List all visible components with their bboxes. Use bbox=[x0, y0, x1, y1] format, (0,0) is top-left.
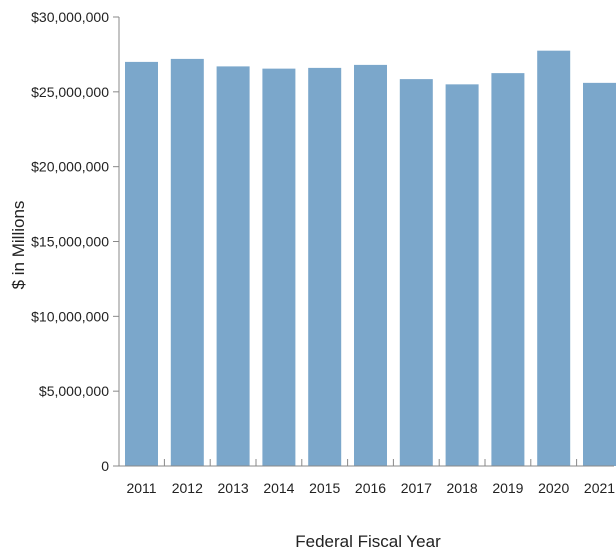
bar-2021 bbox=[583, 82, 616, 466]
bar-2011 bbox=[125, 61, 158, 467]
x-tick-label: 2015 bbox=[309, 480, 340, 496]
bar-2013 bbox=[216, 66, 250, 466]
bar-2018 bbox=[445, 84, 479, 466]
y-tick-label: $30,000,000 bbox=[31, 9, 109, 25]
x-tick-label: 2012 bbox=[172, 480, 203, 496]
y-axis-title: $ in Millions bbox=[9, 201, 28, 290]
y-tick-label: $15,000,000 bbox=[31, 234, 109, 250]
y-tick-label: $25,000,000 bbox=[31, 84, 109, 100]
bar-2019 bbox=[491, 73, 525, 466]
bar-2014 bbox=[262, 68, 296, 466]
x-tick-label: 2014 bbox=[263, 480, 294, 496]
x-tick-label: 2018 bbox=[447, 480, 478, 496]
x-tick-label: 2019 bbox=[492, 480, 523, 496]
x-axis-title: Federal Fiscal Year bbox=[295, 532, 441, 551]
x-tick-label: 2013 bbox=[218, 480, 249, 496]
x-tick-label: 2017 bbox=[401, 480, 432, 496]
x-axis-ticks: 2011 2012 2013 2014 2015 2016 2017 2018 2019 2020… bbox=[126, 459, 615, 496]
bars bbox=[125, 50, 616, 467]
x-tick-label: 2016 bbox=[355, 480, 386, 496]
y-tick-label: 0 bbox=[101, 458, 109, 474]
bar-2015 bbox=[308, 67, 342, 467]
y-tick-label: $10,000,000 bbox=[31, 308, 109, 324]
x-tick-label: 2020 bbox=[538, 480, 569, 496]
bar-2017 bbox=[399, 79, 433, 466]
bar-2012 bbox=[170, 58, 204, 466]
bar-2016 bbox=[354, 64, 387, 466]
bar-2020 bbox=[537, 50, 571, 467]
y-tick-label: $5,000,000 bbox=[39, 383, 109, 399]
y-axis-ticks: 0 $5,000,000 $10,000,000 $15,000,000 $20,000… bbox=[31, 9, 119, 474]
x-tick-label: 2021 bbox=[584, 480, 615, 496]
x-tick-label: 2011 bbox=[126, 480, 156, 496]
y-tick-label: $20,000,000 bbox=[31, 159, 109, 175]
